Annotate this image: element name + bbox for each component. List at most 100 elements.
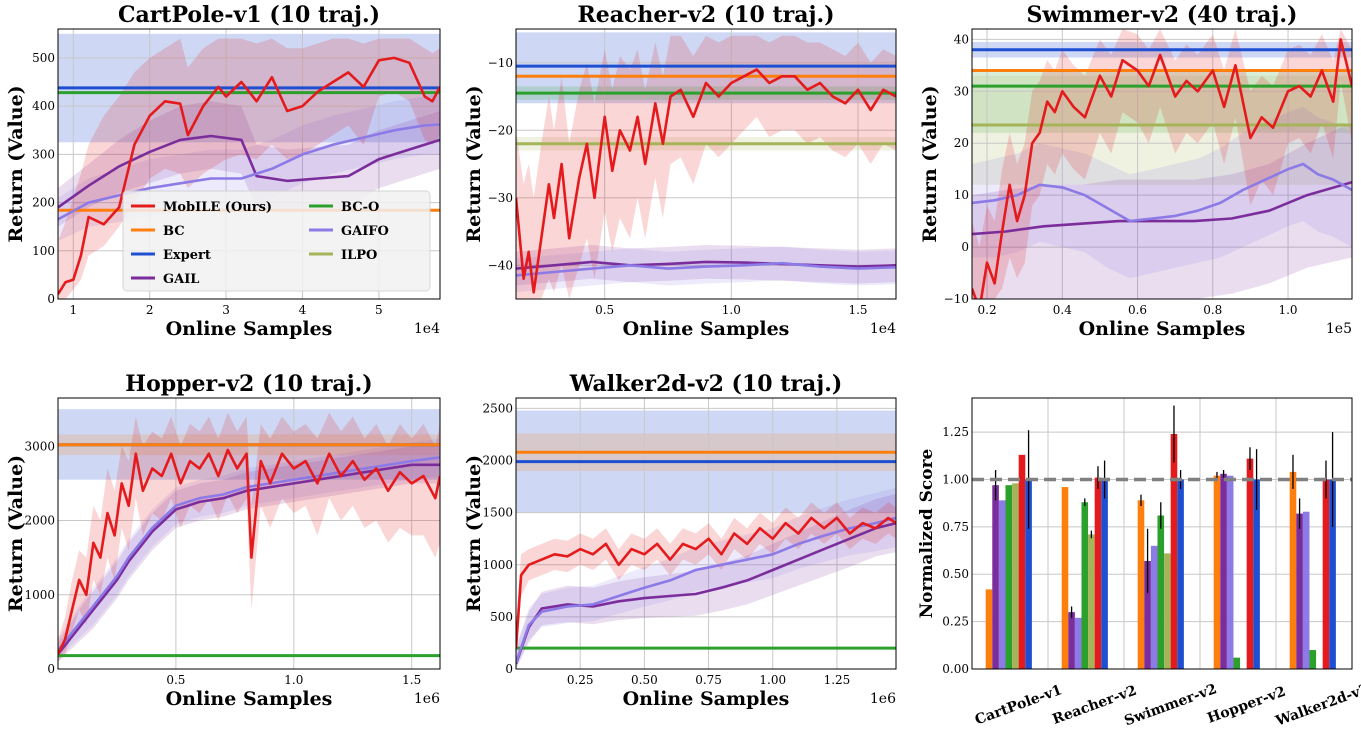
mobile-ours-line: [972, 38, 1352, 299]
expert-bar: [1025, 479, 1032, 669]
y-tick-label: 0.25: [942, 615, 969, 629]
x-tick-label: 0.6: [1128, 303, 1147, 317]
x-tick-label: 0.5: [595, 303, 614, 317]
mobile-ours-line: [58, 448, 440, 655]
x-tick-label: 1.25: [824, 673, 851, 687]
x-tick-label: 1.0: [1278, 303, 1297, 317]
x-tick-label: 0.50: [631, 673, 658, 687]
category-label: CartPole-v1: [973, 682, 1064, 728]
x-tick-label: 1: [69, 303, 77, 317]
mobile-ours-bar: [1322, 479, 1330, 669]
gail-line: [516, 260, 896, 270]
y-tick-label: 300: [32, 147, 55, 161]
y-tick-label: 200: [32, 196, 55, 210]
y-axis-label: Normalized Score: [917, 448, 937, 618]
panel-title: CartPole-v1 (10 traj.): [118, 2, 380, 28]
y-axis-label: Return (Value): [463, 455, 485, 612]
y-tick-label: 40: [954, 32, 969, 46]
bc-bar: [985, 589, 993, 669]
category-label: Swimmer-v2: [1122, 681, 1219, 729]
mobile-ours-bar: [1170, 434, 1178, 669]
panel-title: Swimmer-v2 (40 traj.): [1027, 2, 1298, 28]
y-tick-label: 3000: [24, 439, 55, 453]
y-tick-label: 2500: [482, 401, 513, 415]
x-tick-label: 2: [146, 303, 154, 317]
x-offset-label: 1e4: [870, 321, 896, 337]
y-tick-label: 2000: [482, 454, 513, 468]
gail-bar: [992, 485, 999, 669]
mobile-ours-band: [58, 38, 440, 299]
x-tick-label: 1.5: [402, 673, 421, 687]
bc-o-band: [972, 70, 1352, 133]
legend-label: GAIL: [163, 272, 199, 287]
x-offset-label: 1e5: [1326, 321, 1352, 337]
y-tick-label: 1.25: [942, 425, 969, 439]
axes-frame: [515, 28, 897, 300]
mobile-ours-bar: [1246, 458, 1254, 669]
x-axis-label: Online Samples: [166, 318, 333, 340]
gail-bar: [1068, 612, 1075, 669]
gaifo-bar: [998, 500, 1006, 669]
bc-bar: [1289, 471, 1297, 669]
bc-o-bar: [1309, 650, 1317, 669]
y-tick-label: 0: [961, 240, 969, 254]
mobile-ours-bar: [1094, 477, 1102, 669]
y-tick-label: 0: [47, 662, 55, 676]
x-tick-label: 3: [222, 303, 230, 317]
legend: MobILE (Ours) BC-O BC GAIFO Expert ILPO GAIL: [122, 190, 431, 292]
y-tick-label: 100: [32, 244, 55, 258]
ilpo-band: [972, 75, 1352, 185]
legend-label: ILPO: [341, 248, 377, 263]
gail-bar: [1144, 560, 1151, 669]
gaifo-band: [516, 246, 896, 293]
y-tick-label: 30: [954, 84, 969, 98]
expert-bar: [1253, 479, 1260, 669]
legend-label: BC: [163, 224, 185, 239]
mobile-ours-bar: [1018, 454, 1026, 669]
gail-band: [516, 493, 896, 669]
x-axis-label: Online Samples: [623, 688, 790, 710]
gaifo-bar: [1226, 475, 1234, 669]
expert-bar: [1101, 479, 1108, 669]
gaifo-line: [972, 162, 1352, 223]
gaifo-line: [516, 516, 896, 664]
plot-area: [972, 29, 1352, 299]
mobile-ours-band: [516, 35, 896, 299]
plot-area: [58, 412, 440, 662]
x-tick-label: 0.4: [1053, 303, 1072, 317]
legend-label: GAIFO: [341, 224, 389, 239]
plot-area: [516, 35, 896, 299]
y-tick-label: 1000: [482, 558, 513, 572]
legend-label: BC-O: [341, 200, 379, 215]
panel-title: Walker2d-v2 (10 traj.): [569, 371, 843, 397]
gail-line: [516, 521, 896, 665]
y-tick-label: 0.75: [942, 520, 969, 534]
panel-walker2d-v2: 0.25 0.50 0.75 1.00 1.25 0 500 1000 1500 2000 2500…: [463, 371, 897, 710]
x-axis-label: Online Samples: [166, 688, 333, 710]
panel-hopper-v2: 0.5 1.0 1.5 0 1000 2000 3000 1e6 Hopper-v2 (10 t…: [5, 371, 441, 710]
x-tick-label: 1.00: [759, 673, 786, 687]
y-tick-label: −20: [488, 123, 513, 137]
x-tick-label: 5: [375, 303, 383, 317]
legend-box: [122, 190, 431, 292]
x-tick-label: 1.0: [722, 303, 741, 317]
y-tick-label: 10: [954, 188, 969, 202]
y-tick-label: 0.00: [942, 662, 969, 676]
expert-band: [516, 32, 896, 104]
y-axis-label: Return (Value): [5, 85, 27, 242]
x-tick-label: 0.2: [978, 303, 997, 317]
ilpo-bar: [1164, 553, 1171, 669]
axes-frame: [971, 28, 1353, 300]
mobile-ours-band: [516, 502, 896, 659]
gail-band: [972, 122, 1352, 299]
gaifo-band: [972, 106, 1352, 279]
ilpo-bar: [1012, 483, 1019, 669]
y-tick-label: 1.00: [942, 472, 969, 486]
x-tick-label: 0.75: [695, 673, 722, 687]
mobile-ours-line: [58, 56, 440, 295]
bc-o-bar: [1081, 502, 1089, 669]
y-tick-label: 0.50: [942, 567, 969, 581]
x-tick-label: 1.5: [848, 303, 867, 317]
mobile-ours-line: [516, 68, 896, 294]
